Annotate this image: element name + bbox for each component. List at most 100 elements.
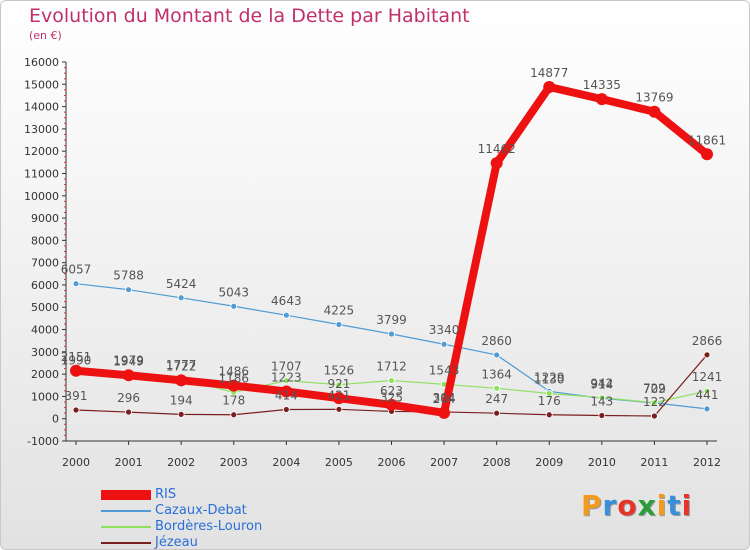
data-label-ris: 11462 [478,142,516,156]
point-jezeau [598,412,606,419]
logo-letter: t [667,489,682,522]
legend-swatch-cazaux-debat [101,510,151,512]
data-label-borderes-louron: 1186 [218,371,249,385]
legend-label-borderes-louron: Bordères-Louron [155,519,263,534]
data-label-jezeau: 421 [327,388,350,402]
y-tick-label: 15000 [24,78,59,91]
logo-letter: i [681,489,693,522]
x-tick-label: 2005 [325,456,353,469]
data-label-borderes-louron: 1130 [534,373,565,387]
point-cazaux-debat [230,302,238,310]
logo-letter: P [581,489,603,522]
y-tick-label: 13000 [24,123,59,136]
data-label-jezeau: 122 [643,395,666,409]
y-tick-label: -1000 [27,435,59,448]
y-tick-label: 5000 [31,301,59,314]
x-tick-label: 2007 [430,456,458,469]
data-label-borderes-louron: 722 [643,382,666,396]
x-tick-label: 2012 [693,456,721,469]
point-ris [438,406,451,419]
data-label-ris: 11861 [688,133,726,147]
legend-swatch-borderes-louron [101,526,151,528]
point-cazaux-debat [493,351,501,359]
x-tick-label: 2002 [167,456,195,469]
point-jezeau [703,351,711,359]
chart-title: Evolution du Montant de la Dette par Hab… [29,5,470,27]
data-label-ris: 1722 [166,359,197,373]
data-label-ris: 921 [327,377,350,391]
data-label-borderes-louron: 1364 [481,367,512,381]
data-label-cazaux-debat: 6057 [61,263,92,277]
point-borderes-louron [598,394,606,402]
data-label-borderes-louron: 1979 [113,354,144,368]
data-label-borderes-louron: 1526 [324,364,355,378]
y-tick-label: 11000 [24,167,59,180]
point-jezeau [545,411,553,419]
point-ris [227,379,240,392]
data-label-jezeau: 391 [65,389,88,403]
data-label-ris: 1223 [271,370,302,384]
point-borderes-louron [388,377,395,384]
point-borderes-louron [335,381,343,389]
data-label-cazaux-debat: 1229 [534,370,565,384]
data-label-cazaux-debat: 5424 [166,277,197,291]
logo-letter: o [617,489,638,522]
data-label-borderes-louron: 1241 [692,370,723,384]
data-label-cazaux-debat: 2860 [481,334,512,348]
y-tick-label: 8000 [31,234,59,247]
y-tick-label: 0 [52,413,59,426]
point-jezeau [651,412,658,420]
x-tick-label: 2004 [272,456,300,469]
y-tick-label: 10000 [24,190,59,203]
point-ris [701,148,713,161]
data-label-jezeau: 296 [117,391,140,405]
point-ris [490,157,503,170]
data-label-cazaux-debat: 5788 [113,269,144,283]
chart-unit: (en €) [29,29,62,42]
x-tick-label: 2010 [588,456,616,469]
data-label-cazaux-debat: 3799 [376,313,407,327]
y-tick-label: 16000 [24,56,59,69]
x-tick-label: 2006 [378,456,406,469]
legend-swatch-jezeau [101,542,151,544]
x-tick-label: 2001 [115,456,143,469]
data-label-cazaux-debat: 4643 [271,294,302,308]
data-label-cazaux-debat: 4225 [324,304,355,318]
point-jezeau [125,408,132,416]
y-tick-label: 12000 [24,145,59,158]
y-tick-label: 7000 [31,257,59,270]
point-borderes-louron [651,399,658,407]
data-label-ris: 264 [433,392,456,406]
point-cazaux-debat [282,311,290,319]
point-jezeau [335,405,343,413]
logo-letter: i [656,489,668,522]
data-label-jezeau: 143 [590,395,613,409]
data-label-borderes-louron: 1707 [271,360,302,374]
data-label-ris: 1486 [218,365,249,379]
data-label-cazaux-debat: 3340 [429,323,460,337]
point-ris [543,81,556,94]
point-cazaux-debat [703,405,711,413]
point-cazaux-debat [440,340,448,348]
x-tick-label: 2000 [62,456,90,469]
legend-label-cazaux-debat: Cazaux-Debat [155,503,247,518]
x-tick-label: 2003 [220,456,248,469]
y-tick-label: 14000 [24,101,59,114]
point-jezeau [493,409,501,417]
y-tick-label: 3000 [31,346,59,359]
data-label-borderes-louron: 1990 [61,353,92,367]
data-label-jezeau: 2866 [692,334,723,348]
logo-letter: r [602,489,618,522]
proxiti-logo: Proxiti [581,489,692,522]
data-label-ris: 14877 [530,66,568,80]
data-label-borderes-louron: 942 [590,377,613,391]
y-tick-label: 4000 [31,324,59,337]
legend-label-ris: RIS [155,487,177,502]
point-ris [122,369,135,382]
data-label-ris: 2151 [61,350,92,364]
data-label-borderes-louron: 1712 [376,360,407,374]
point-ris [332,392,345,405]
data-label-jezeau: 176 [538,394,561,408]
point-ris [175,374,188,387]
